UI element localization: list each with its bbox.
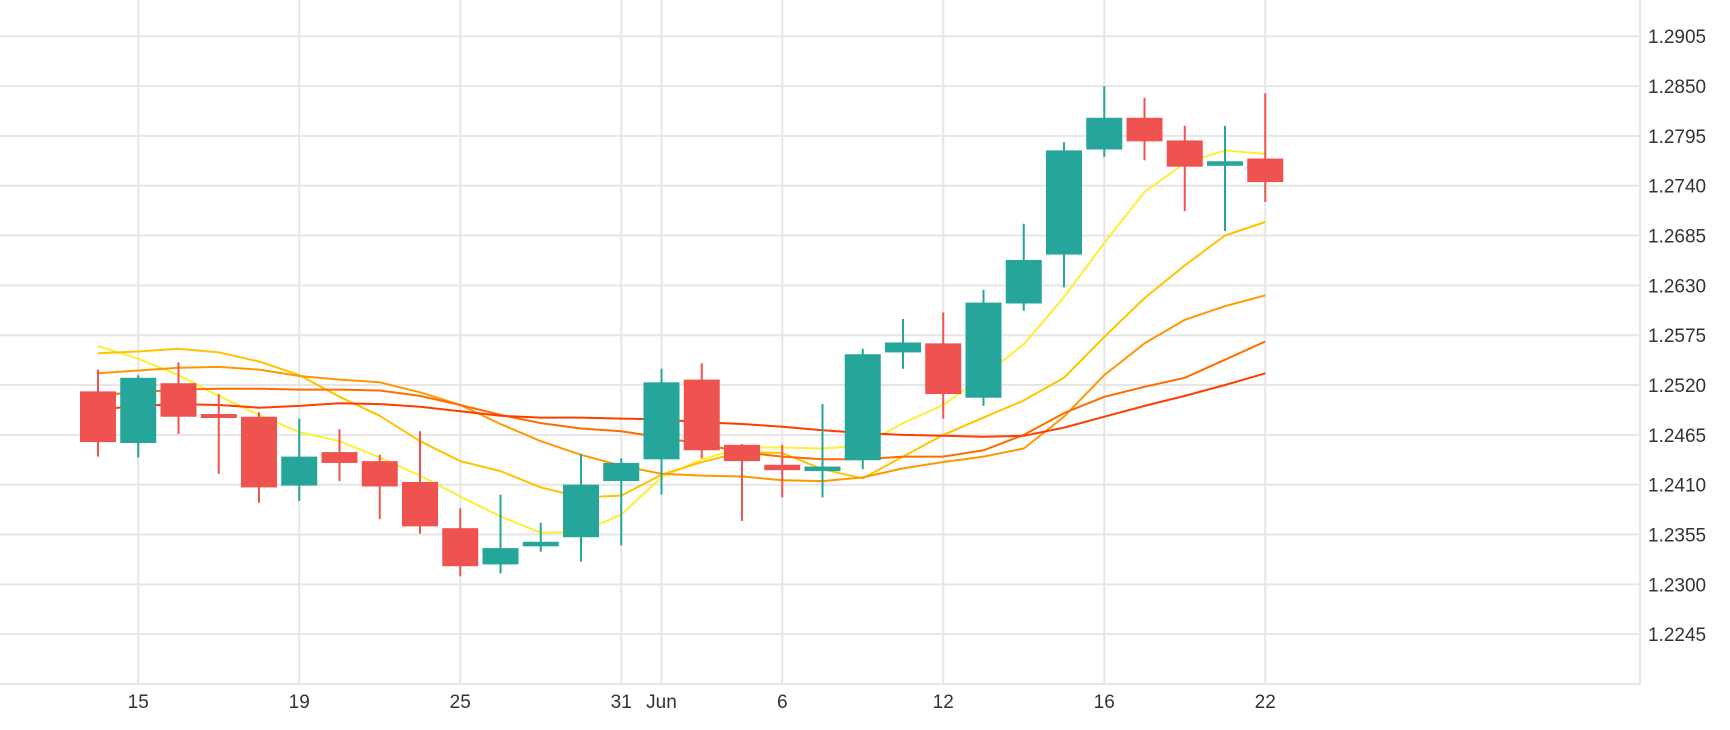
candle-up xyxy=(1005,223,1042,311)
candle-up xyxy=(885,318,921,369)
candle-up xyxy=(120,375,157,458)
time-axis-labels: 15 19 25 31 Jun 6 12 16 22 xyxy=(128,692,1276,713)
candle-up xyxy=(1046,142,1082,288)
candle-body xyxy=(764,464,801,471)
price-label: 1.2245 xyxy=(1648,625,1706,646)
time-label: 12 xyxy=(933,692,954,713)
candle-body xyxy=(402,481,438,527)
candle-body xyxy=(724,444,760,462)
candle-down xyxy=(764,444,801,498)
candle-down xyxy=(80,369,116,457)
price-label: 1.2795 xyxy=(1648,127,1706,148)
ma-line-5 xyxy=(97,372,1266,438)
time-label: 25 xyxy=(450,692,471,713)
price-label: 1.2630 xyxy=(1648,276,1706,297)
candle-body xyxy=(160,383,197,417)
candle-body xyxy=(885,342,921,353)
price-label: 1.2850 xyxy=(1648,77,1706,98)
price-axis-labels: 1.2905 1.2850 1.2795 1.2740 1.2685 1.2630 1.25… xyxy=(1648,27,1706,646)
candle-down xyxy=(321,429,358,482)
candle-down xyxy=(200,394,237,474)
candle-body xyxy=(120,377,157,444)
price-label: 1.2740 xyxy=(1648,177,1706,198)
candle-body xyxy=(442,528,479,567)
candle-body xyxy=(80,391,116,443)
time-label: Jun xyxy=(646,692,677,713)
candle-down xyxy=(1166,125,1203,212)
candle-down xyxy=(442,508,479,577)
candle-down xyxy=(361,454,398,520)
candle-up xyxy=(281,418,318,501)
price-label: 1.2520 xyxy=(1648,376,1706,397)
candle-up xyxy=(804,404,841,498)
candle-body xyxy=(925,343,962,395)
time-label: 22 xyxy=(1255,692,1276,713)
candle-down xyxy=(160,362,197,434)
candle-body xyxy=(603,462,640,482)
moving-average-lines xyxy=(97,149,1266,534)
price-label: 1.2905 xyxy=(1648,27,1706,48)
candle-body xyxy=(1086,117,1123,150)
candle-up xyxy=(643,368,680,495)
time-label: 19 xyxy=(289,692,310,713)
candle-up xyxy=(965,289,1002,406)
candle-body xyxy=(321,452,358,463)
candle-body xyxy=(965,302,1002,398)
candle-down xyxy=(241,412,277,503)
candle-body xyxy=(241,416,277,488)
candle-body xyxy=(683,379,720,451)
price-label: 1.2300 xyxy=(1648,575,1706,596)
candle-down xyxy=(1126,97,1163,161)
price-label: 1.2575 xyxy=(1648,326,1706,347)
candle-body xyxy=(482,548,519,565)
candle-down xyxy=(724,443,760,521)
price-label: 1.2685 xyxy=(1648,227,1706,248)
candles xyxy=(80,86,1284,577)
candle-up xyxy=(482,494,519,574)
candle-up xyxy=(563,453,599,562)
ma-line-4 xyxy=(97,340,1266,461)
ma-line-2 xyxy=(97,221,1266,499)
candle-down xyxy=(1247,93,1284,203)
time-label: 16 xyxy=(1094,692,1115,713)
candle-down xyxy=(683,363,720,459)
candle-up xyxy=(844,348,881,470)
time-label: 31 xyxy=(611,692,632,713)
price-label: 1.2465 xyxy=(1648,426,1706,447)
candle-up xyxy=(522,522,559,552)
candle-body xyxy=(522,541,559,547)
price-label: 1.2355 xyxy=(1648,526,1706,547)
candle-body xyxy=(804,466,841,472)
candle-down xyxy=(925,312,962,419)
candle-body xyxy=(1207,161,1243,166)
price-label: 1.2410 xyxy=(1648,476,1706,497)
time-label: 15 xyxy=(128,692,149,713)
candle-body xyxy=(643,382,680,460)
candle-body xyxy=(200,414,237,419)
candle-body xyxy=(361,461,398,487)
candle-body xyxy=(1166,140,1203,167)
time-label: 6 xyxy=(777,692,788,713)
candle-body xyxy=(844,354,881,461)
candle-up xyxy=(1086,86,1123,157)
candle-body xyxy=(1046,150,1082,255)
candle-up xyxy=(1207,125,1243,232)
candle-down xyxy=(402,431,438,534)
vertical-gridlines xyxy=(137,0,1267,684)
candle-body xyxy=(281,456,318,486)
candle-body xyxy=(1126,117,1163,142)
candle-body xyxy=(563,484,599,538)
candle-body xyxy=(1247,158,1284,183)
candle-body xyxy=(1005,260,1042,304)
candle-up xyxy=(603,458,640,546)
horizontal-gridlines xyxy=(0,35,1640,636)
